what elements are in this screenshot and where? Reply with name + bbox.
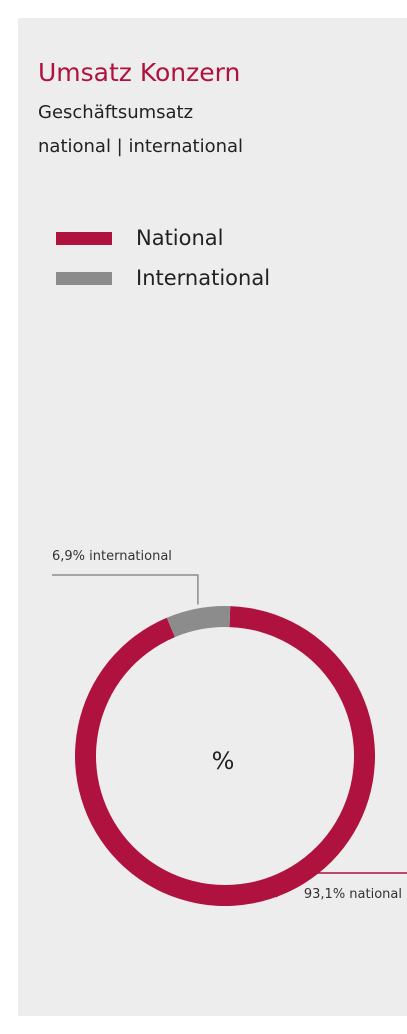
legend-item-national: National xyxy=(56,218,270,258)
legend-item-international: International xyxy=(56,258,270,298)
legend-label-national: National xyxy=(136,226,224,250)
legend-label-international: International xyxy=(136,266,271,290)
legend-swatch-international xyxy=(56,271,112,285)
donut-slices xyxy=(74,606,375,907)
donut-slice-international xyxy=(166,606,231,638)
leader-line-national xyxy=(275,872,407,898)
chart-subtitle: Geschäftsumsatz national | international xyxy=(38,96,243,164)
chart-title: Umsatz Konzern xyxy=(38,58,241,87)
data-label-international: 6,9% international xyxy=(52,549,172,564)
subtitle-line-1: Geschäftsumsatz xyxy=(38,102,194,123)
chart-panel xyxy=(18,18,407,1016)
subtitle-line-2: national | international xyxy=(38,136,244,157)
donut-center-label: % xyxy=(212,747,235,775)
data-label-national: 93,1% national xyxy=(304,887,402,902)
legend-swatch-national xyxy=(56,231,112,245)
leader-line-international xyxy=(52,574,199,605)
chart-legend: National International xyxy=(56,218,270,298)
